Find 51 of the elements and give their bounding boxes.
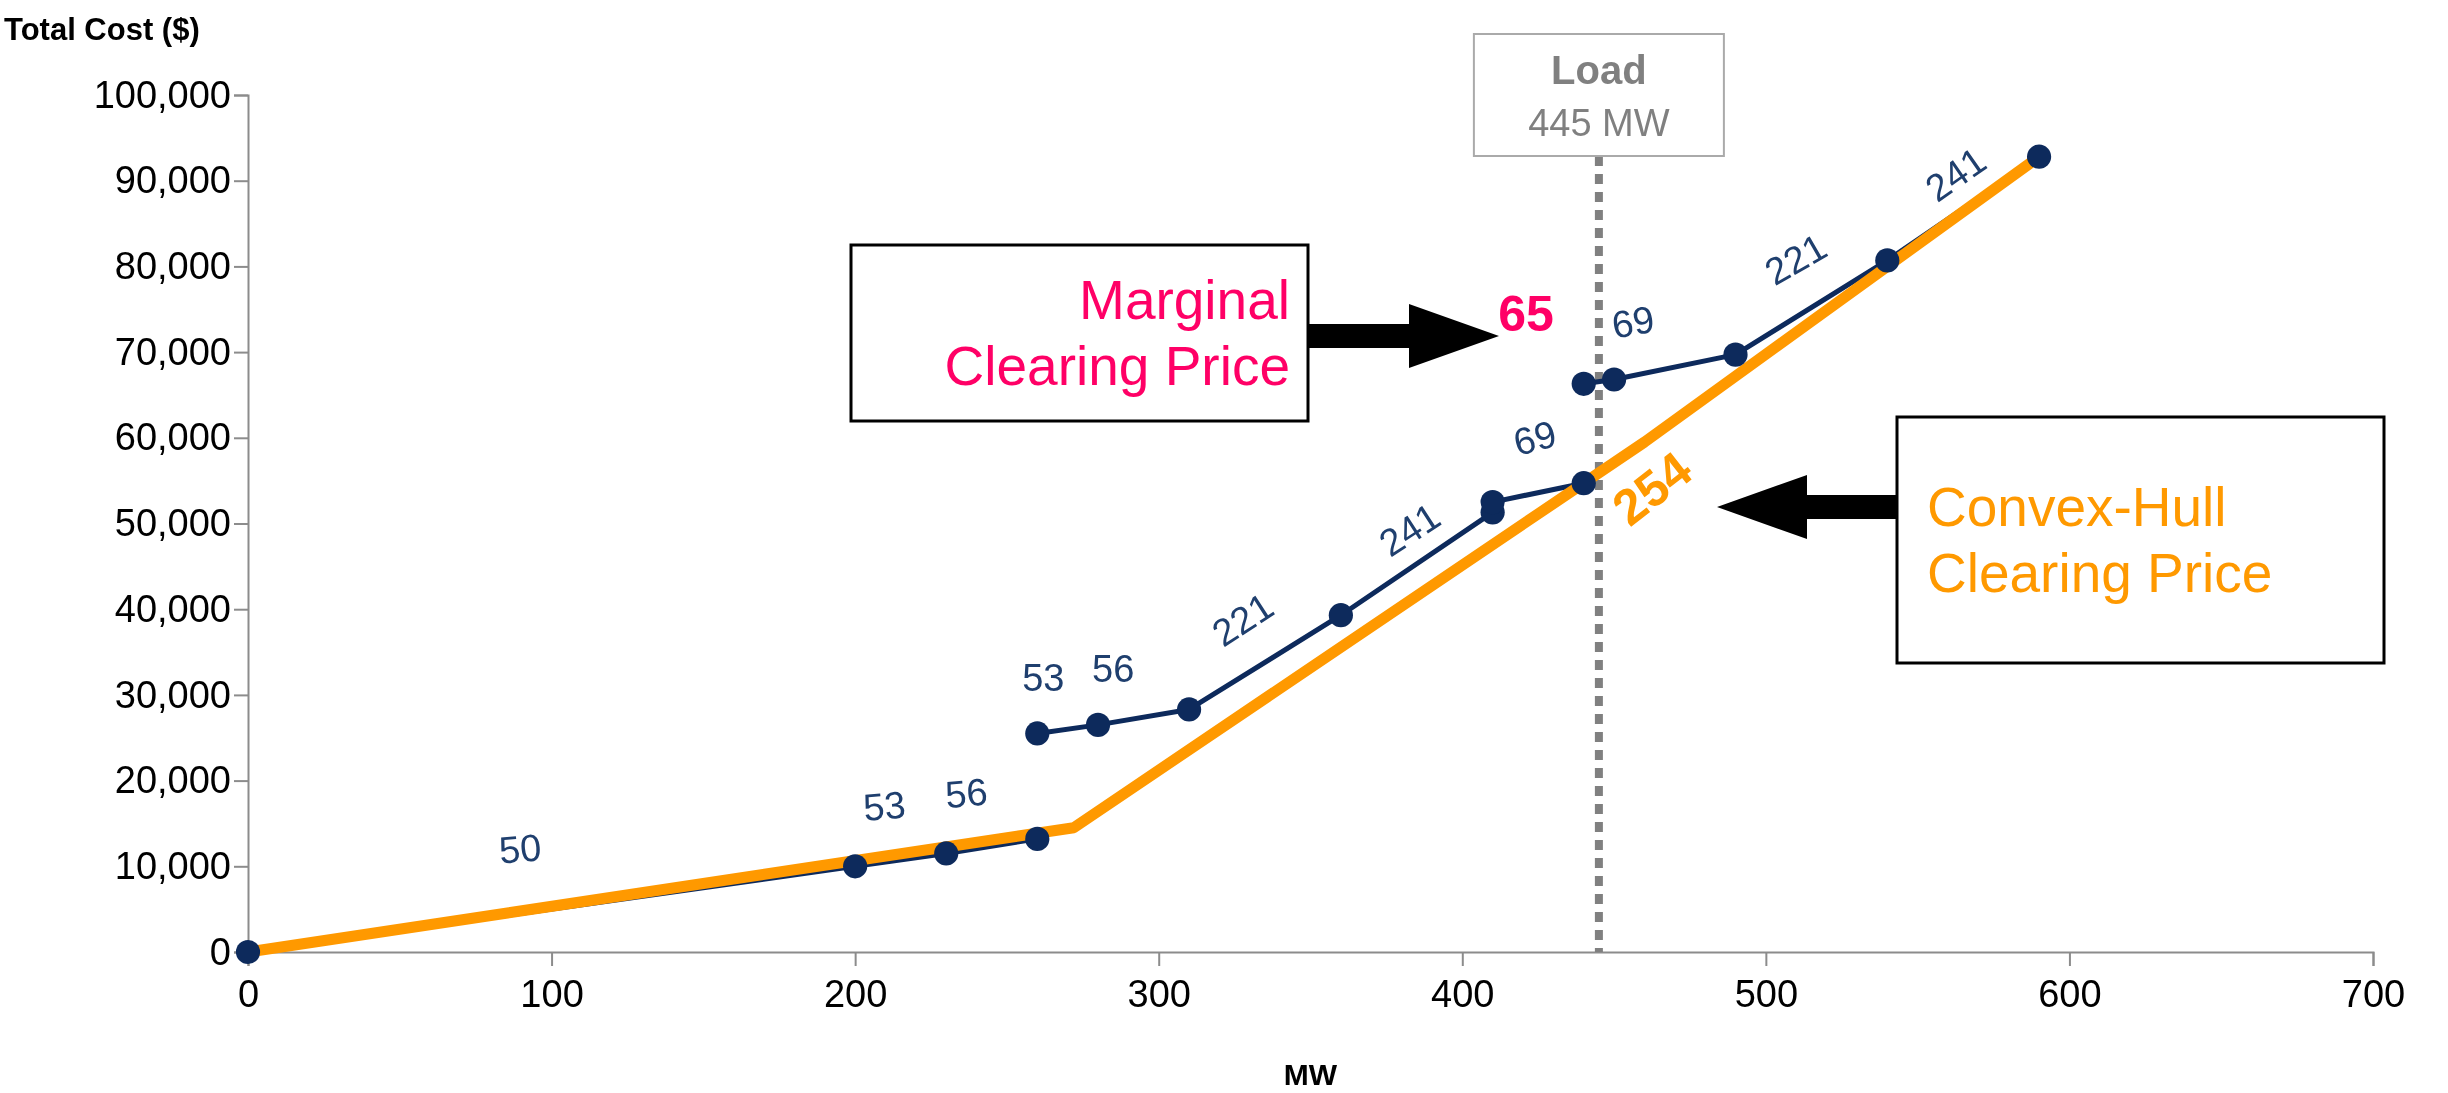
point — [1571, 371, 1596, 396]
annotation: Marginal Clearing Price — [944, 269, 1290, 397]
y-tick-label: 70,000 — [114, 330, 231, 373]
x-tick-label: 600 — [2038, 973, 2102, 1015]
annotation: 53 — [1022, 656, 1065, 699]
ref-line-label: Load — [1551, 48, 1647, 92]
annotation: 65 — [1498, 285, 1554, 342]
x-tick-label: 100 — [520, 973, 584, 1015]
annotation: 53 — [861, 783, 908, 829]
point — [1025, 721, 1050, 746]
annotation: 221 — [1757, 225, 1834, 294]
y-tick-label: 90,000 — [114, 159, 231, 202]
point — [1085, 712, 1111, 737]
y-tick-label: 60,000 — [114, 416, 231, 459]
x-tick-label: 0 — [237, 973, 260, 1015]
y-tick-label: 20,000 — [114, 759, 231, 802]
annotation: 221 — [1204, 584, 1281, 655]
x-axis-title: MW — [1283, 1058, 1338, 1091]
x-tick-label: 700 — [2341, 973, 2406, 1015]
y-tick-label: 10,000 — [114, 844, 231, 887]
point — [1875, 248, 1900, 273]
annotation: Convex-Hull Clearing Price — [1927, 476, 2273, 604]
y-axis-title: Total Cost ($) — [4, 12, 200, 47]
annotation: 254 — [1602, 440, 1703, 537]
x-tick-label: 200 — [823, 973, 888, 1015]
point — [1601, 367, 1627, 392]
annotation: 50 — [497, 826, 543, 872]
point — [934, 841, 959, 866]
point — [1176, 697, 1202, 722]
y-tick-label: 100,000 — [93, 73, 231, 116]
annotation: 69 — [1608, 297, 1658, 347]
y-tick-label: 0 — [209, 930, 231, 973]
y-tick-label: 50,000 — [114, 502, 231, 545]
y-tick-label: 40,000 — [114, 587, 231, 630]
annotation: 445 MW — [1528, 102, 1670, 144]
annotation: 56 — [1092, 648, 1135, 691]
x-tick-label: 400 — [1431, 973, 1495, 1015]
annotation: 56 — [943, 770, 990, 817]
point — [2026, 144, 2052, 169]
point — [1571, 471, 1596, 496]
annotation: 69 — [1508, 412, 1561, 464]
y-tick-label: 80,000 — [114, 245, 231, 288]
point — [1723, 342, 1748, 367]
point — [1328, 603, 1353, 628]
x-tick-label: 300 — [1127, 973, 1191, 1015]
x-tick-label: 500 — [1734, 973, 1799, 1015]
annotation: 241 — [1917, 138, 1994, 210]
annotation: 241 — [1371, 494, 1448, 565]
point — [843, 854, 868, 879]
point — [1025, 826, 1050, 851]
y-tick-label: 30,000 — [114, 673, 231, 716]
